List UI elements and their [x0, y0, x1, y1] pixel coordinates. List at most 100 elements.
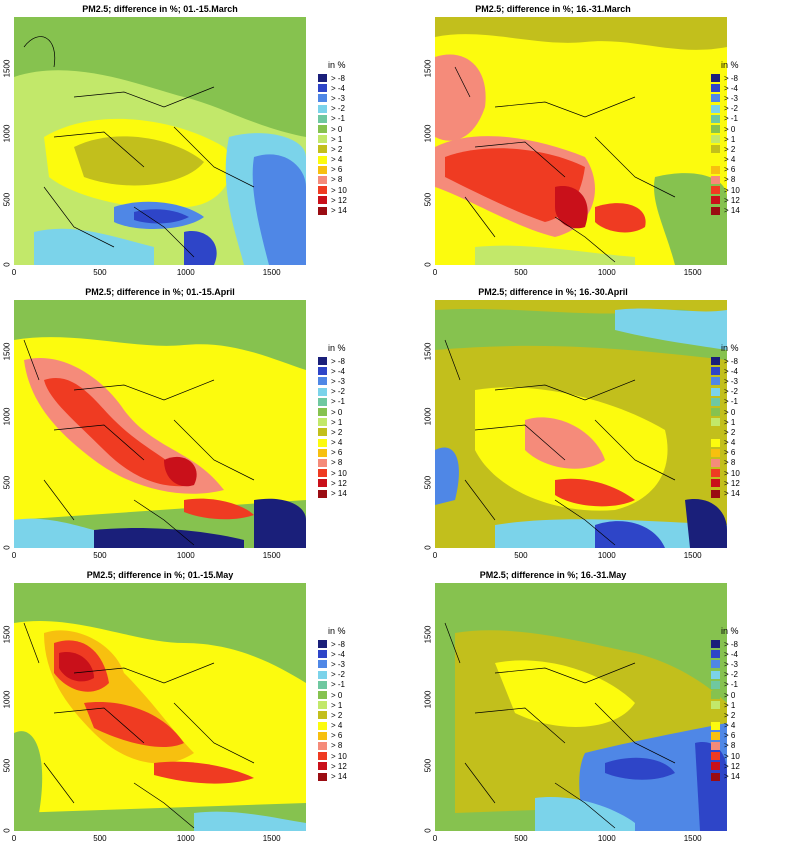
- legend-entry: > -4: [318, 83, 388, 93]
- legend-entry: > -2: [318, 387, 388, 397]
- legend-swatch: [318, 721, 327, 730]
- legend-label: > 1: [724, 700, 736, 710]
- legend-label: > -2: [724, 387, 739, 397]
- legend-label: > 1: [331, 134, 343, 144]
- legend: in % > -8 > -4 > -3 > -2 > -1 > 0 > 1 > 2 > 4 > 6 >…: [318, 343, 388, 499]
- legend-swatch: [711, 155, 720, 164]
- legend-label: > 12: [331, 478, 347, 488]
- legend-swatch: [318, 74, 327, 83]
- legend-label: > 0: [724, 124, 736, 134]
- legend-entry: > 12: [318, 478, 388, 488]
- legend-entry: > -2: [711, 104, 781, 114]
- pm25-difference-map: [14, 300, 306, 548]
- panel-title: PM2.5; difference in %; 01.-15.March: [82, 4, 238, 14]
- legend-label: > 0: [724, 690, 736, 700]
- y-tick-label: 1000: [423, 125, 433, 143]
- legend-label: > -4: [331, 83, 346, 93]
- legend-title: in %: [721, 343, 739, 353]
- pm25-difference-map: [435, 583, 727, 831]
- legend-label: > 8: [724, 458, 736, 468]
- pm25-difference-map: [14, 583, 306, 831]
- pm25-difference-map: [14, 17, 306, 265]
- legend-label: > 14: [724, 206, 740, 216]
- y-tick-label: 1000: [2, 408, 12, 426]
- legend-label: > 1: [724, 134, 736, 144]
- legend-entry: > -1: [711, 114, 781, 124]
- x-tick-label: 1000: [176, 268, 195, 277]
- legend-entry: > 0: [318, 690, 388, 700]
- legend-swatch: [318, 701, 327, 710]
- legend-label: > 10: [331, 468, 347, 478]
- legend-entry: > 14: [318, 771, 388, 781]
- y-tick-label: 0: [423, 828, 433, 833]
- legend-swatch: [318, 408, 327, 417]
- legend-swatch: [711, 721, 720, 730]
- legend-label: > -1: [724, 680, 739, 690]
- legend-entry: > 12: [711, 478, 781, 488]
- legend-label: > 6: [724, 448, 736, 458]
- legend-swatch: [711, 711, 720, 720]
- legend-entry: > 0: [711, 690, 781, 700]
- legend-entry: > -2: [318, 670, 388, 680]
- legend-entry: > 10: [711, 751, 781, 761]
- legend-entry: > 10: [318, 468, 388, 478]
- legend-label: > 6: [331, 165, 343, 175]
- y-tick-label: 1500: [2, 59, 12, 78]
- x-tick-label: 0: [432, 834, 438, 843]
- legend-label: > 12: [331, 195, 347, 205]
- legend-swatch: [711, 438, 720, 447]
- legend-title: in %: [721, 60, 739, 70]
- legend-label: > -8: [724, 356, 739, 366]
- legend-title: in %: [721, 626, 739, 636]
- legend-label: > 4: [724, 721, 736, 731]
- legend-entry: > -3: [318, 93, 388, 103]
- legend-label: > -4: [331, 366, 346, 376]
- legend-swatch: [318, 135, 327, 144]
- legend-label: > 2: [331, 144, 343, 154]
- legend-label: > -4: [724, 649, 739, 659]
- y-tick-label: 500: [423, 758, 433, 772]
- legend-entry: > 8: [711, 741, 781, 751]
- legend-swatch: [318, 367, 327, 376]
- panel-title: PM2.5; difference in %; 01.-15.April: [85, 287, 235, 297]
- legend-entry: > 0: [318, 407, 388, 417]
- legend-entry: > 2: [318, 144, 388, 154]
- legend-entry: > -1: [711, 680, 781, 690]
- y-tick-label: 0: [2, 545, 12, 550]
- legend-entry: > 6: [318, 448, 388, 458]
- x-tick-label: 1500: [683, 268, 702, 277]
- legend-swatch: [711, 640, 720, 649]
- legend-entry: > 1: [318, 700, 388, 710]
- legend-swatch: [318, 397, 327, 406]
- legend-swatch: [318, 650, 327, 659]
- legend-swatch: [318, 175, 327, 184]
- legend-entry: > -1: [711, 397, 781, 407]
- map-panel-3: PM2.5; difference in %; 01.-15.April in …: [0, 283, 393, 566]
- legend-label: > 8: [331, 175, 343, 185]
- legend-label: > 14: [331, 206, 347, 216]
- legend-label: > 10: [331, 185, 347, 195]
- legend-swatch: [318, 94, 327, 103]
- legend-swatch: [318, 387, 327, 396]
- x-tick-label: 1500: [683, 551, 702, 560]
- legend-label: > 0: [331, 407, 343, 417]
- legend-label: > -8: [331, 639, 346, 649]
- x-tick-label: 500: [93, 834, 107, 843]
- panel-title: PM2.5; difference in %; 01.-15.May: [86, 570, 234, 580]
- y-tick-label: 1500: [423, 59, 433, 78]
- legend-label: > -4: [724, 83, 739, 93]
- y-tick-label: 500: [423, 475, 433, 489]
- legend-swatch: [711, 357, 720, 366]
- x-tick-label: 0: [11, 551, 17, 560]
- legend-entry: > 6: [711, 165, 781, 175]
- legend-entry: > -1: [318, 397, 388, 407]
- legend-label: > 2: [724, 427, 736, 437]
- legend-label: > -8: [724, 73, 739, 83]
- legend-entry: > 2: [318, 427, 388, 437]
- legend-swatch: [711, 186, 720, 195]
- legend-entry: > 14: [318, 488, 388, 498]
- legend-entry: > 8: [711, 458, 781, 468]
- x-tick-label: 500: [514, 268, 528, 277]
- legend-entry: > 6: [318, 165, 388, 175]
- legend-swatch: [711, 701, 720, 710]
